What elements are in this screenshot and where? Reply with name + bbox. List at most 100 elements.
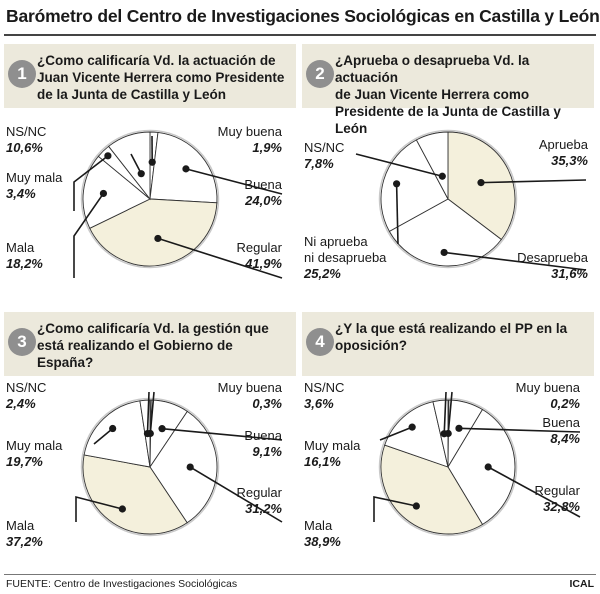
source-note: FUENTE: Centro de Investigaciones Sociol… xyxy=(6,578,238,590)
pie-slices xyxy=(378,397,518,537)
question-line: oposición? xyxy=(335,338,407,353)
leader-line xyxy=(487,466,581,518)
leader-dot xyxy=(104,152,112,160)
slice-value: 1,9% xyxy=(252,140,282,155)
slice-value: 3,6% xyxy=(304,396,334,411)
pie-slices xyxy=(80,129,220,269)
slice-value: 24,0% xyxy=(244,193,282,208)
pie-outline xyxy=(378,129,518,269)
leader-line xyxy=(149,391,155,434)
slice-label: Mala xyxy=(6,240,35,255)
slice-label: Buena xyxy=(244,428,282,443)
slice-label: ni desaprueba xyxy=(304,250,387,265)
chart-panel-2: 2 ¿Aprueba o desaprueba Vd. la actuación d… xyxy=(302,44,594,306)
pie-slice-mala xyxy=(82,155,151,229)
slice-label: Buena xyxy=(244,177,282,192)
leader-line xyxy=(185,168,283,195)
slice-value: 31,2% xyxy=(245,501,282,516)
question-text: ¿Y la que está realizando el PP en la opo… xyxy=(335,320,585,354)
slice-value: 7,8% xyxy=(304,156,334,171)
leader-line xyxy=(458,427,581,433)
pie-chart: Muy buena1,9%Buena24,0%Regular41,9%Mala1… xyxy=(6,124,283,279)
question-header: 4 ¿Y la que está realizando el PP en la op… xyxy=(302,312,594,376)
leader-line xyxy=(395,183,399,245)
slice-value: 3,4% xyxy=(6,186,36,201)
slice-value: 8,4% xyxy=(550,431,580,446)
slice-label: Regular xyxy=(236,240,282,255)
leader-dot xyxy=(154,234,162,243)
leader-dot xyxy=(440,248,448,257)
leader-dot xyxy=(109,424,117,433)
leader-line xyxy=(161,427,283,441)
leader-dot xyxy=(455,424,463,432)
question-line: ¿Como calificaría Vd. la gestión que xyxy=(37,321,269,336)
chart-panel-4: 4 ¿Y la que está realizando el PP en la op… xyxy=(302,312,594,574)
leader-line xyxy=(443,391,447,434)
slice-label: Buena xyxy=(542,415,580,430)
pie-slice-muy-mala xyxy=(384,401,449,468)
pie-slice-regular xyxy=(447,408,516,526)
pie-slice-muy-mala xyxy=(83,400,151,468)
leader-line xyxy=(480,179,587,184)
leader-line xyxy=(355,153,443,178)
slice-label: Muy buena xyxy=(218,380,283,395)
slice-value: 25,2% xyxy=(303,266,341,281)
slice-label: Muy buena xyxy=(218,124,283,139)
slice-label: NS/NC xyxy=(304,140,344,155)
pie-slice-ns-nc xyxy=(107,131,151,201)
question-header: 1 ¿Como calificaría Vd. la actuación de Ju… xyxy=(4,44,296,108)
question-header: 2 ¿Aprueba o desaprueba Vd. la actuación d… xyxy=(302,44,594,136)
slice-value: 41,9% xyxy=(244,256,282,271)
question-line: ¿Como calificaría Vd. la actuación de xyxy=(37,53,276,68)
pie-slice-mala xyxy=(82,454,188,535)
leader-line xyxy=(447,391,453,434)
leader-dot xyxy=(440,430,448,438)
question-number-badge: 3 xyxy=(8,328,36,356)
question-line: Presidente de la Junta de Castilla y Leó… xyxy=(335,104,561,136)
leader-line xyxy=(146,391,150,434)
leader-line xyxy=(73,155,109,211)
leader-line xyxy=(189,466,283,523)
slice-label: Muy buena xyxy=(516,380,581,395)
slice-value: 38,9% xyxy=(304,534,341,549)
slice-value: 31,6% xyxy=(551,266,588,281)
leader-line xyxy=(379,426,413,441)
question-line: ¿Y la que está realizando el PP en la xyxy=(335,321,568,336)
leader-dot xyxy=(412,502,420,510)
pie-annotations: Muy buena1,9%Buena24,0%Regular41,9%Mala1… xyxy=(6,124,283,279)
page-title: Barómetro del Centro de Investigaciones … xyxy=(6,6,600,26)
leader-dot xyxy=(118,505,126,513)
slice-label: NS/NC xyxy=(6,380,46,395)
leader-line xyxy=(93,427,114,445)
title-divider xyxy=(4,34,596,36)
leader-dot xyxy=(393,180,401,188)
footer-divider xyxy=(4,574,596,575)
chart-panel-1: 1 ¿Como calificaría Vd. la actuación de Ju… xyxy=(4,44,296,306)
question-line: Juan Vicente Herrera como Presidente xyxy=(37,70,285,85)
question-line: ¿Aprueba o desaprueba Vd. la actuación xyxy=(335,53,530,85)
pie-slice-regular xyxy=(149,410,218,524)
chart-panel-3: 3 ¿Como calificaría Vd. la gestión que est… xyxy=(4,312,296,574)
leader-line xyxy=(373,496,417,522)
leader-line xyxy=(130,153,142,175)
leader-dot xyxy=(438,172,446,180)
leader-dot xyxy=(408,423,416,431)
question-text: ¿Como calificaría Vd. la actuación de Jua… xyxy=(37,52,287,103)
slice-value: 0,3% xyxy=(252,396,282,411)
pie-outline xyxy=(378,397,518,537)
leader-line xyxy=(157,237,283,279)
slice-label: Muy mala xyxy=(304,438,361,453)
question-text: ¿Como calificaría Vd. la gestión que está… xyxy=(37,320,287,371)
slice-label: Regular xyxy=(534,483,580,498)
leader-dot xyxy=(484,463,492,471)
slice-value: 16,1% xyxy=(304,454,341,469)
slice-label: Muy mala xyxy=(6,438,63,453)
leader-dot xyxy=(148,158,156,166)
pie-outline xyxy=(80,129,220,269)
question-number-badge: 4 xyxy=(306,328,334,356)
leader-dot xyxy=(477,179,485,187)
slice-label: NS/NC xyxy=(6,124,46,139)
